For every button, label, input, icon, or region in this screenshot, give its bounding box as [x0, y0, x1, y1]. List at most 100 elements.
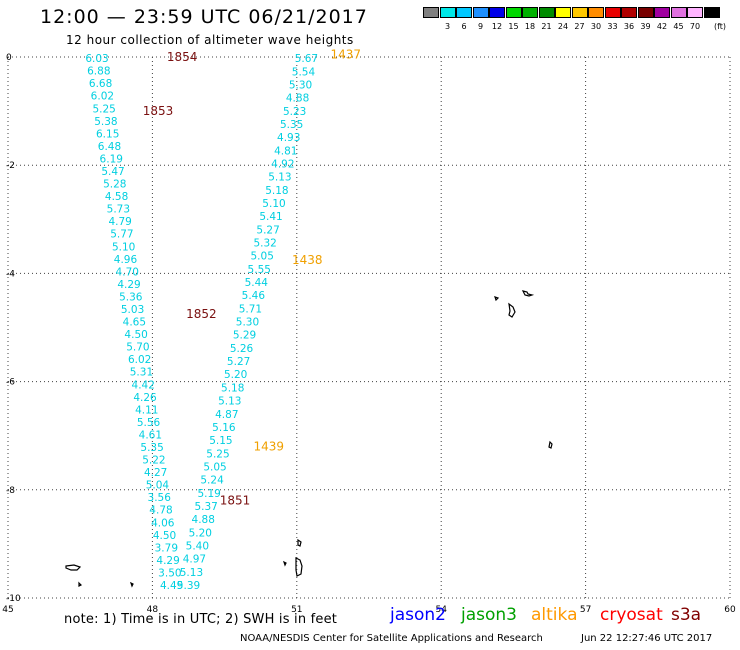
- swh-value: 6.88: [87, 66, 110, 78]
- scale-label: 12: [491, 22, 503, 31]
- swh-value: 4.50: [153, 530, 176, 542]
- scale-swatch: [505, 7, 522, 18]
- pass-time-label: 1852: [186, 307, 217, 321]
- island-outline: [295, 557, 303, 577]
- swh-value: 5.13: [180, 567, 203, 579]
- swh-value: 4.97: [183, 554, 206, 566]
- scale-swatch: [456, 7, 472, 18]
- swh-value: 4.70: [116, 266, 139, 278]
- x-tick-label: 54: [435, 605, 447, 615]
- swh-value: 5.04: [146, 480, 170, 492]
- swh-value: 5.18: [265, 185, 288, 197]
- credit-text: NOAA/NESDIS Center for Satellite Applica…: [240, 633, 543, 644]
- scale-swatch: [703, 7, 720, 18]
- scale-label: 36: [623, 22, 635, 31]
- scale-label: 6: [461, 22, 467, 31]
- swh-value: 4.49: [160, 580, 183, 592]
- swh-value: 4.81: [274, 145, 297, 157]
- scale-label: 15: [508, 22, 519, 31]
- scale-label: 39: [640, 22, 651, 31]
- swh-value: 4.92: [271, 158, 294, 170]
- swh-value: 4.29: [117, 279, 140, 291]
- swh-value: 5.25: [92, 103, 115, 115]
- x-tick-label: 51: [291, 605, 302, 615]
- island-outline: [521, 290, 535, 297]
- swh-value: 5.35: [140, 442, 163, 454]
- swh-value: 5.20: [224, 369, 247, 381]
- swh-value: 5.25: [206, 448, 229, 460]
- swh-value: 5.36: [119, 291, 143, 303]
- map-title: 12:00 — 23:59 UTC 06/21/2017: [40, 6, 368, 28]
- x-tick-label: 60: [724, 605, 736, 615]
- island-outline: [297, 538, 302, 547]
- island-outline: [548, 440, 553, 449]
- swh-value: 4.79: [108, 216, 131, 228]
- y-tick-label: -6: [6, 378, 15, 388]
- scale-swatch: [555, 7, 571, 18]
- swh-value: 5.39: [177, 580, 200, 592]
- scale-swatch: [654, 7, 670, 18]
- swh-value: 4.87: [215, 409, 238, 421]
- swh-value: 5.19: [197, 488, 220, 500]
- swh-value: 6.68: [89, 78, 112, 90]
- swh-value: 5.23: [283, 106, 306, 118]
- swh-value: 4.50: [124, 329, 147, 341]
- swh-value: 4.93: [277, 132, 300, 144]
- generated-timestamp: Jun 22 12:27:46 UTC 2017: [581, 633, 713, 644]
- swh-value: 5.10: [112, 241, 135, 253]
- swh-value: 5.73: [107, 204, 130, 216]
- swh-value: 5.30: [236, 317, 259, 329]
- scale-label: 18: [524, 22, 536, 31]
- swh-value: 5.10: [262, 198, 285, 210]
- scale-label: 30: [590, 22, 602, 31]
- swh-value: 5.05: [251, 251, 274, 263]
- y-tick-label: 0: [6, 53, 12, 63]
- legend-altika: altika: [531, 605, 578, 625]
- pass-time-label: 1851: [220, 494, 251, 508]
- scale-label: 33: [607, 22, 618, 31]
- pass-time-label: 1853: [143, 104, 174, 118]
- scale-swatch: [538, 7, 555, 18]
- swh-value: 4.42: [132, 379, 155, 391]
- swh-value: 5.37: [194, 501, 217, 513]
- island-outline: [78, 581, 83, 587]
- scale-swatch: [670, 7, 687, 18]
- scale-label: 9: [477, 22, 484, 31]
- x-tick-label: 57: [580, 605, 591, 615]
- scale-swatch: [522, 7, 538, 18]
- scale-label: 42: [656, 22, 668, 31]
- swh-value: 5.32: [253, 238, 276, 250]
- scale-swatch: [423, 7, 439, 18]
- swh-value: 5.24: [200, 475, 224, 487]
- scale-swatch: [687, 7, 703, 18]
- swh-value: 3.79: [155, 542, 178, 554]
- swh-value: 5.27: [256, 224, 279, 236]
- swh-value: 5.18: [221, 382, 244, 394]
- swh-value: 4.65: [123, 317, 146, 329]
- swh-value: 5.30: [289, 79, 312, 91]
- y-tick-label: -4: [6, 269, 15, 279]
- swh-value: 5.28: [103, 179, 126, 191]
- scale-label: 3: [444, 22, 451, 31]
- swh-value: 3.50: [158, 567, 181, 579]
- swh-value: 5.13: [268, 172, 291, 184]
- scale-swatch: [637, 7, 654, 18]
- swh-value: 5.20: [189, 527, 212, 539]
- swh-value: 5.40: [186, 540, 209, 552]
- scale-label: 21: [541, 22, 552, 31]
- swh-value: 4.61: [139, 429, 162, 441]
- swh-value: 5.55: [248, 264, 271, 276]
- legend-jason3: jason3: [461, 605, 517, 625]
- legend-cryosat: cryosat: [600, 605, 663, 625]
- island-outline: [129, 581, 134, 588]
- pass-time-label: 1438: [292, 253, 323, 267]
- swh-value: 4.11: [135, 404, 158, 416]
- scale-swatch: [439, 7, 456, 18]
- swh-value: 5.77: [110, 229, 133, 241]
- swh-value: 5.31: [130, 367, 153, 379]
- swh-value: 5.16: [212, 422, 236, 434]
- swh-value: 5.41: [259, 211, 282, 223]
- swh-value: 6.19: [100, 153, 123, 165]
- swh-value: 5.71: [239, 303, 262, 315]
